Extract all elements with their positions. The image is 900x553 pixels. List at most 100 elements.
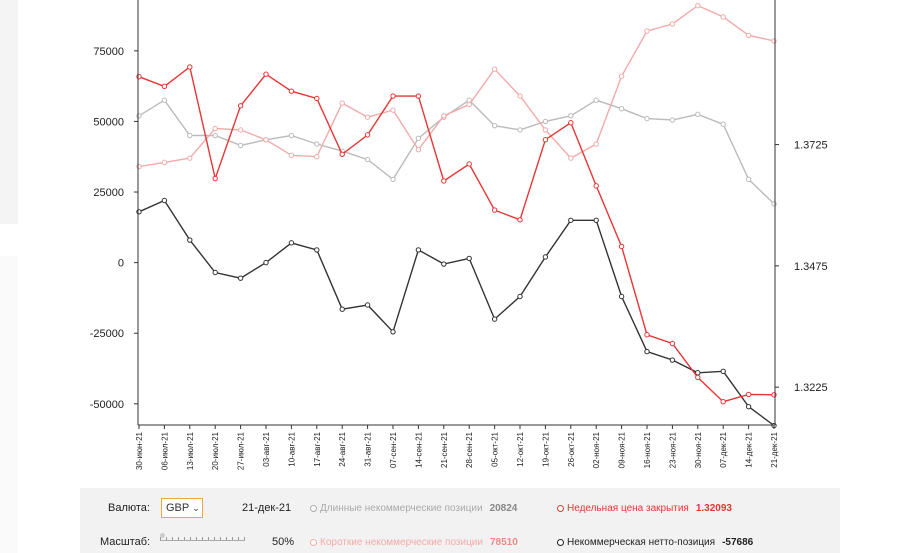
x-tick-label: 19-окт-21 bbox=[541, 431, 550, 466]
data-point bbox=[695, 111, 701, 118]
legend-value: 1.32093 bbox=[695, 503, 732, 514]
data-point bbox=[542, 137, 549, 143]
y-left-tick-label: 75000 bbox=[93, 46, 124, 58]
y-right-tick-label: 1.3725 bbox=[794, 140, 828, 152]
data-point bbox=[568, 217, 574, 223]
currency-label: Валюта: bbox=[108, 502, 150, 514]
x-tick-label: 24-авг-21 bbox=[338, 431, 347, 466]
data-point bbox=[644, 28, 650, 34]
data-point bbox=[669, 117, 676, 123]
series-line bbox=[138, 65, 775, 403]
data-point bbox=[720, 399, 726, 405]
scale-label: Масштаб: bbox=[100, 536, 151, 548]
data-point bbox=[263, 259, 269, 266]
data-point bbox=[771, 38, 777, 44]
data-point bbox=[364, 114, 371, 120]
data-point bbox=[695, 374, 701, 381]
data-point bbox=[568, 113, 574, 119]
data-point bbox=[593, 97, 599, 103]
y-right-tick-label: 1.3475 bbox=[794, 261, 828, 273]
x-tick-label: 30-ноя-21 bbox=[694, 431, 703, 468]
legend-long-positions: Длинные некоммерческие позиции 20824 bbox=[310, 503, 517, 514]
data-point bbox=[466, 161, 472, 167]
data-point bbox=[720, 121, 726, 127]
data-point bbox=[364, 302, 371, 308]
data-point bbox=[491, 122, 498, 129]
data-point bbox=[568, 120, 574, 126]
data-point bbox=[618, 293, 625, 300]
data-point bbox=[314, 154, 320, 160]
x-tick-label: 31-авг-21 bbox=[364, 431, 373, 466]
data-point bbox=[390, 176, 396, 183]
scale-slider[interactable] bbox=[160, 533, 245, 545]
data-point bbox=[415, 135, 422, 142]
data-point bbox=[491, 207, 498, 213]
x-tick-label: 02-ноя-21 bbox=[592, 431, 601, 468]
slider-thumb[interactable] bbox=[160, 533, 165, 538]
data-point bbox=[187, 155, 193, 161]
data-point bbox=[644, 332, 650, 338]
series-line bbox=[138, 4, 775, 168]
data-point bbox=[542, 127, 549, 133]
data-point bbox=[618, 73, 625, 79]
y-left-tick-label: -25000 bbox=[90, 328, 124, 340]
chevron-down-icon: ⌄ bbox=[192, 502, 200, 513]
legend-label: Недельная цена закрытия bbox=[567, 503, 689, 514]
data-point bbox=[136, 163, 142, 170]
data-point bbox=[237, 275, 244, 281]
currency-select[interactable]: GBP ⌄ bbox=[161, 498, 203, 518]
series-line bbox=[138, 99, 775, 205]
data-point bbox=[263, 71, 269, 77]
slider-ticks bbox=[160, 537, 245, 541]
data-point bbox=[491, 66, 498, 72]
data-point bbox=[517, 217, 523, 223]
data-point bbox=[339, 306, 345, 312]
data-point bbox=[187, 132, 193, 139]
x-tick-label: 30-июн-21 bbox=[135, 431, 144, 470]
data-point bbox=[517, 93, 523, 99]
x-tick-label: 26-окт-21 bbox=[567, 431, 576, 466]
legend-label: Короткие некоммерческие позиции bbox=[320, 537, 483, 548]
x-tick-label: 20-июл-21 bbox=[211, 431, 220, 470]
legend-value: 78510 bbox=[489, 537, 518, 548]
data-point bbox=[237, 127, 244, 133]
legend-value: -57686 bbox=[722, 537, 754, 548]
data-point bbox=[771, 392, 777, 398]
legend-net-position: Некоммерческая нетто-позиция -57686 bbox=[557, 537, 753, 548]
data-point bbox=[593, 217, 599, 223]
data-point bbox=[161, 159, 168, 166]
data-point bbox=[415, 93, 422, 99]
data-point bbox=[364, 132, 371, 138]
data-point bbox=[517, 293, 523, 300]
data-point bbox=[364, 156, 371, 163]
x-tick-label: 21-сен-21 bbox=[440, 431, 449, 468]
x-tick-label: 28-сен-21 bbox=[465, 431, 474, 468]
data-point bbox=[263, 137, 269, 143]
data-point bbox=[745, 176, 752, 183]
data-point bbox=[441, 178, 447, 184]
x-tick-label: 14-сен-21 bbox=[414, 431, 423, 468]
legend-value: 20824 bbox=[489, 503, 518, 514]
y-left-tick-label: 50000 bbox=[93, 116, 124, 128]
y-left-tick-label: 25000 bbox=[93, 187, 124, 199]
x-tick-label: 23-ноя-21 bbox=[668, 431, 677, 468]
data-point bbox=[466, 255, 472, 262]
legend-short-positions: Короткие некоммерческие позиции 78510 bbox=[310, 537, 518, 548]
data-point bbox=[212, 269, 218, 276]
data-point bbox=[720, 14, 726, 20]
x-tick-label: 12-окт-21 bbox=[516, 431, 525, 466]
x-tick-label: 03-авг-21 bbox=[262, 431, 271, 466]
x-tick-label: 21-дек-21 bbox=[770, 431, 779, 467]
date-value: 21-дек-21 bbox=[242, 502, 292, 514]
data-point bbox=[720, 368, 726, 375]
data-point bbox=[669, 340, 676, 347]
data-point bbox=[745, 403, 752, 410]
data-point bbox=[390, 329, 396, 335]
data-point bbox=[618, 243, 625, 250]
data-point bbox=[491, 316, 498, 322]
x-tick-label: 13-июл-21 bbox=[186, 431, 195, 470]
data-point bbox=[441, 113, 447, 119]
cot-chart: 75000 50000 25000 0 -25000 -50000 1.3725 1.3475… bbox=[90, 0, 828, 470]
data-point bbox=[593, 141, 599, 147]
data-point bbox=[542, 254, 549, 260]
